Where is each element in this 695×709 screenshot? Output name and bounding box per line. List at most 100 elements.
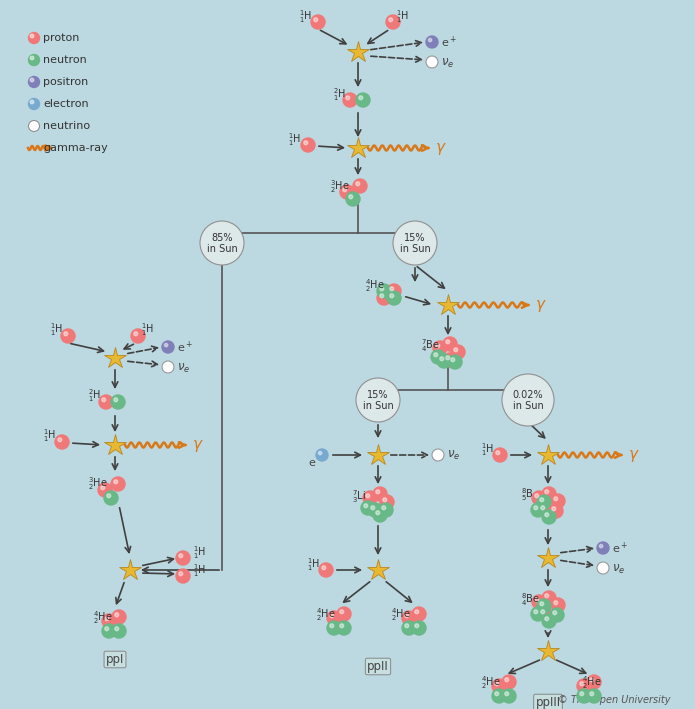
- Circle shape: [61, 329, 75, 343]
- Text: $^{3}_{2}$He: $^{3}_{2}$He: [88, 476, 108, 492]
- Text: neutrino: neutrino: [43, 121, 90, 131]
- Circle shape: [551, 598, 565, 612]
- Circle shape: [532, 491, 546, 505]
- Text: $\nu_e$: $\nu_e$: [177, 362, 190, 374]
- Circle shape: [412, 607, 426, 621]
- Text: © The Open University: © The Open University: [557, 695, 670, 705]
- Circle shape: [502, 374, 554, 426]
- Circle shape: [377, 291, 391, 305]
- Text: $\gamma$: $\gamma$: [435, 141, 447, 157]
- Circle shape: [534, 610, 538, 614]
- Circle shape: [426, 56, 438, 68]
- Text: $^{1}_{1}$H: $^{1}_{1}$H: [43, 428, 56, 445]
- Circle shape: [319, 563, 333, 577]
- Circle shape: [387, 291, 401, 305]
- Circle shape: [373, 508, 387, 522]
- Circle shape: [550, 608, 564, 622]
- Circle shape: [580, 682, 584, 686]
- Circle shape: [114, 480, 117, 484]
- Circle shape: [587, 689, 601, 703]
- Circle shape: [343, 93, 357, 107]
- Circle shape: [577, 689, 591, 703]
- Circle shape: [162, 361, 174, 373]
- Circle shape: [415, 610, 418, 614]
- Circle shape: [599, 545, 603, 548]
- Circle shape: [451, 345, 465, 359]
- Circle shape: [432, 449, 444, 461]
- Circle shape: [492, 679, 506, 693]
- Circle shape: [404, 614, 409, 618]
- Circle shape: [363, 504, 368, 508]
- Circle shape: [28, 77, 40, 87]
- Circle shape: [445, 356, 450, 359]
- Text: ppIII: ppIII: [535, 696, 561, 709]
- Circle shape: [426, 36, 438, 48]
- Circle shape: [107, 493, 111, 498]
- Text: e$^+$: e$^+$: [177, 340, 193, 354]
- Circle shape: [382, 506, 386, 510]
- Text: in Sun: in Sun: [363, 401, 393, 411]
- Text: $^{4}_{2}$He: $^{4}_{2}$He: [582, 674, 602, 691]
- Text: $^{1}_{1}$H: $^{1}_{1}$H: [288, 132, 301, 148]
- Circle shape: [327, 621, 341, 635]
- Circle shape: [428, 38, 432, 42]
- Circle shape: [538, 607, 552, 621]
- Circle shape: [104, 491, 118, 505]
- Circle shape: [433, 341, 447, 355]
- Text: $\nu_e$: $\nu_e$: [612, 562, 626, 576]
- Text: $\gamma$: $\gamma$: [192, 438, 204, 454]
- Circle shape: [532, 595, 546, 609]
- Circle shape: [380, 495, 394, 509]
- Text: $^{8}_{4}$Be: $^{8}_{4}$Be: [521, 591, 540, 608]
- Circle shape: [542, 510, 556, 524]
- Circle shape: [176, 569, 190, 583]
- Circle shape: [549, 504, 563, 518]
- Text: $^{7}_{3}$Li: $^{7}_{3}$Li: [352, 489, 366, 506]
- Text: 15%: 15%: [404, 233, 426, 243]
- Circle shape: [545, 490, 549, 493]
- Text: in Sun: in Sun: [513, 401, 543, 411]
- Circle shape: [58, 437, 62, 442]
- Text: $^{1}_{1}$H: $^{1}_{1}$H: [193, 545, 206, 562]
- Circle shape: [304, 141, 308, 145]
- Circle shape: [553, 610, 557, 615]
- Circle shape: [534, 598, 539, 602]
- Text: 15%: 15%: [367, 390, 389, 400]
- Text: in Sun: in Sun: [400, 244, 430, 254]
- Text: $^{2}_{1}$H: $^{2}_{1}$H: [333, 86, 346, 104]
- Circle shape: [415, 624, 418, 627]
- Circle shape: [577, 679, 591, 693]
- Circle shape: [383, 498, 386, 502]
- Circle shape: [30, 34, 34, 38]
- Circle shape: [64, 332, 67, 336]
- Circle shape: [98, 483, 112, 497]
- Circle shape: [376, 490, 379, 493]
- Text: $^{4}_{2}$He: $^{4}_{2}$He: [365, 278, 384, 294]
- Circle shape: [540, 602, 543, 605]
- Circle shape: [393, 221, 437, 265]
- Text: $\gamma$: $\gamma$: [628, 448, 639, 464]
- Circle shape: [346, 96, 350, 100]
- Circle shape: [412, 621, 426, 635]
- Circle shape: [505, 692, 509, 696]
- Circle shape: [311, 15, 325, 29]
- Circle shape: [340, 610, 344, 614]
- Text: $^{1}_{1}$H: $^{1}_{1}$H: [50, 322, 63, 338]
- Circle shape: [377, 284, 391, 298]
- Circle shape: [111, 395, 125, 409]
- Circle shape: [131, 329, 145, 343]
- Text: $^{7}_{4}$Be: $^{7}_{4}$Be: [421, 337, 440, 354]
- Circle shape: [349, 195, 353, 199]
- Text: $^{8}_{5}$B: $^{8}_{5}$B: [521, 486, 534, 503]
- Text: $\nu_e$: $\nu_e$: [447, 449, 460, 462]
- Circle shape: [587, 675, 601, 689]
- Circle shape: [505, 678, 509, 682]
- Text: $^{1}_{1}$H: $^{1}_{1}$H: [193, 563, 206, 579]
- Circle shape: [531, 503, 545, 517]
- Text: $^{1}_{1}$H: $^{1}_{1}$H: [141, 322, 154, 338]
- Text: positron: positron: [43, 77, 88, 87]
- Circle shape: [542, 614, 556, 628]
- Circle shape: [330, 624, 334, 627]
- Circle shape: [540, 498, 543, 502]
- Circle shape: [496, 451, 500, 454]
